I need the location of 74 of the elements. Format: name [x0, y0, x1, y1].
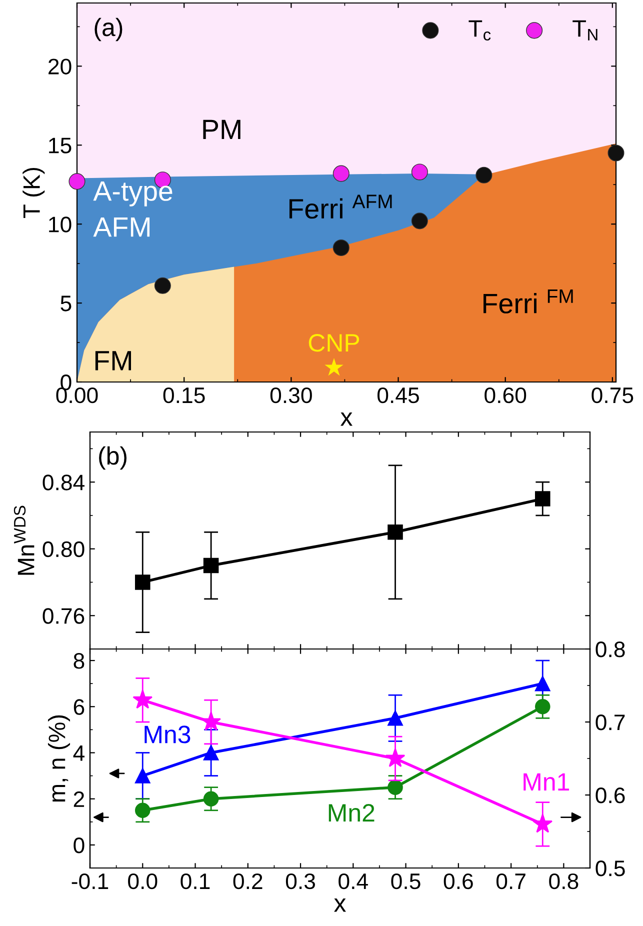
x-tick-label: 0.0	[128, 873, 158, 890]
point	[203, 745, 219, 760]
annotation: FM	[95, 351, 131, 370]
x-axis-title: x	[340, 412, 352, 426]
x-tick-label: 0.7	[496, 873, 526, 890]
y-tick-label: 20	[48, 58, 72, 74]
x-tick-label: 0.45	[378, 387, 419, 404]
point	[534, 676, 550, 692]
point	[68, 173, 86, 190]
x-tick-label: 0.8	[549, 873, 578, 890]
x-tick-label: 0.5	[391, 873, 420, 890]
x-tick-label: 0.15	[163, 387, 205, 404]
point	[332, 165, 350, 182]
point	[203, 791, 219, 806]
point	[203, 558, 219, 574]
y-tick-label: 0.80	[42, 541, 84, 558]
point	[134, 574, 150, 590]
point	[411, 164, 428, 180]
y-axis-title: m, n (%)	[48, 715, 70, 802]
annotation: Ferri $^{AFM}$	[289, 194, 392, 219]
y-tick-label: 10	[49, 216, 72, 232]
annotation: A-type AFM	[93, 182, 172, 237]
point	[134, 768, 150, 784]
x-tick-label: 0.30	[270, 387, 312, 404]
point	[532, 814, 553, 833]
point	[534, 698, 550, 714]
point	[332, 240, 350, 256]
x-tick-label: 0.2	[233, 873, 262, 890]
annotation: (b)	[99, 446, 126, 470]
x-tick-label: 0.75	[592, 387, 634, 404]
y-tick-label: 5	[60, 296, 72, 312]
x-tick-label: 0.60	[484, 387, 526, 404]
point	[534, 491, 550, 506]
series-label: Mn2	[328, 804, 374, 822]
y-axis-title: Mn$^{WDS}$	[14, 506, 34, 575]
y2-tick-label: 0.6	[596, 788, 625, 804]
legend-label: T$_{c}$	[468, 20, 491, 40]
x-tick-label: 0.1	[180, 873, 210, 890]
series-label: Mn1	[524, 773, 569, 791]
y-tick-label: 6	[74, 699, 84, 715]
y-tick-label: 8	[74, 653, 84, 669]
annotation: Ferri $^{FM}$	[484, 289, 573, 314]
point	[411, 212, 428, 230]
point	[388, 524, 403, 540]
y-tick-label: 0	[74, 837, 84, 854]
legend-label: T$_{N}$	[572, 20, 598, 40]
point	[134, 802, 150, 818]
point	[154, 277, 171, 294]
point	[385, 748, 406, 768]
x-tick-label: -0.1	[72, 873, 108, 890]
point	[324, 358, 344, 376]
annotation: CNP	[308, 334, 360, 352]
x-tick-label: 0.6	[444, 873, 473, 890]
y-axis-title: T (K)	[22, 168, 45, 218]
y-tick-label: 0.84	[42, 474, 84, 490]
point	[201, 712, 221, 731]
point	[476, 166, 492, 184]
annotation: PM	[203, 120, 240, 140]
y2-tick-label: 0.8	[596, 642, 625, 658]
x-tick-label: 0.3	[286, 873, 315, 890]
y-tick-label: 15	[49, 138, 72, 154]
series-label: Mn3	[144, 726, 190, 744]
y-tick-label: 0.76	[42, 608, 84, 624]
y-tick-label: 4	[73, 746, 84, 761]
annotation: (a)	[94, 18, 122, 42]
point	[608, 144, 624, 162]
x-axis-title: x	[334, 898, 346, 912]
y2-tick-label: 0.5	[596, 860, 625, 876]
point	[388, 780, 403, 795]
point	[388, 710, 403, 726]
point	[132, 690, 153, 709]
x-tick-label: 0.4	[338, 873, 368, 890]
y-tick-label: 2	[74, 791, 84, 807]
y2-tick-label: 0.7	[596, 714, 625, 730]
